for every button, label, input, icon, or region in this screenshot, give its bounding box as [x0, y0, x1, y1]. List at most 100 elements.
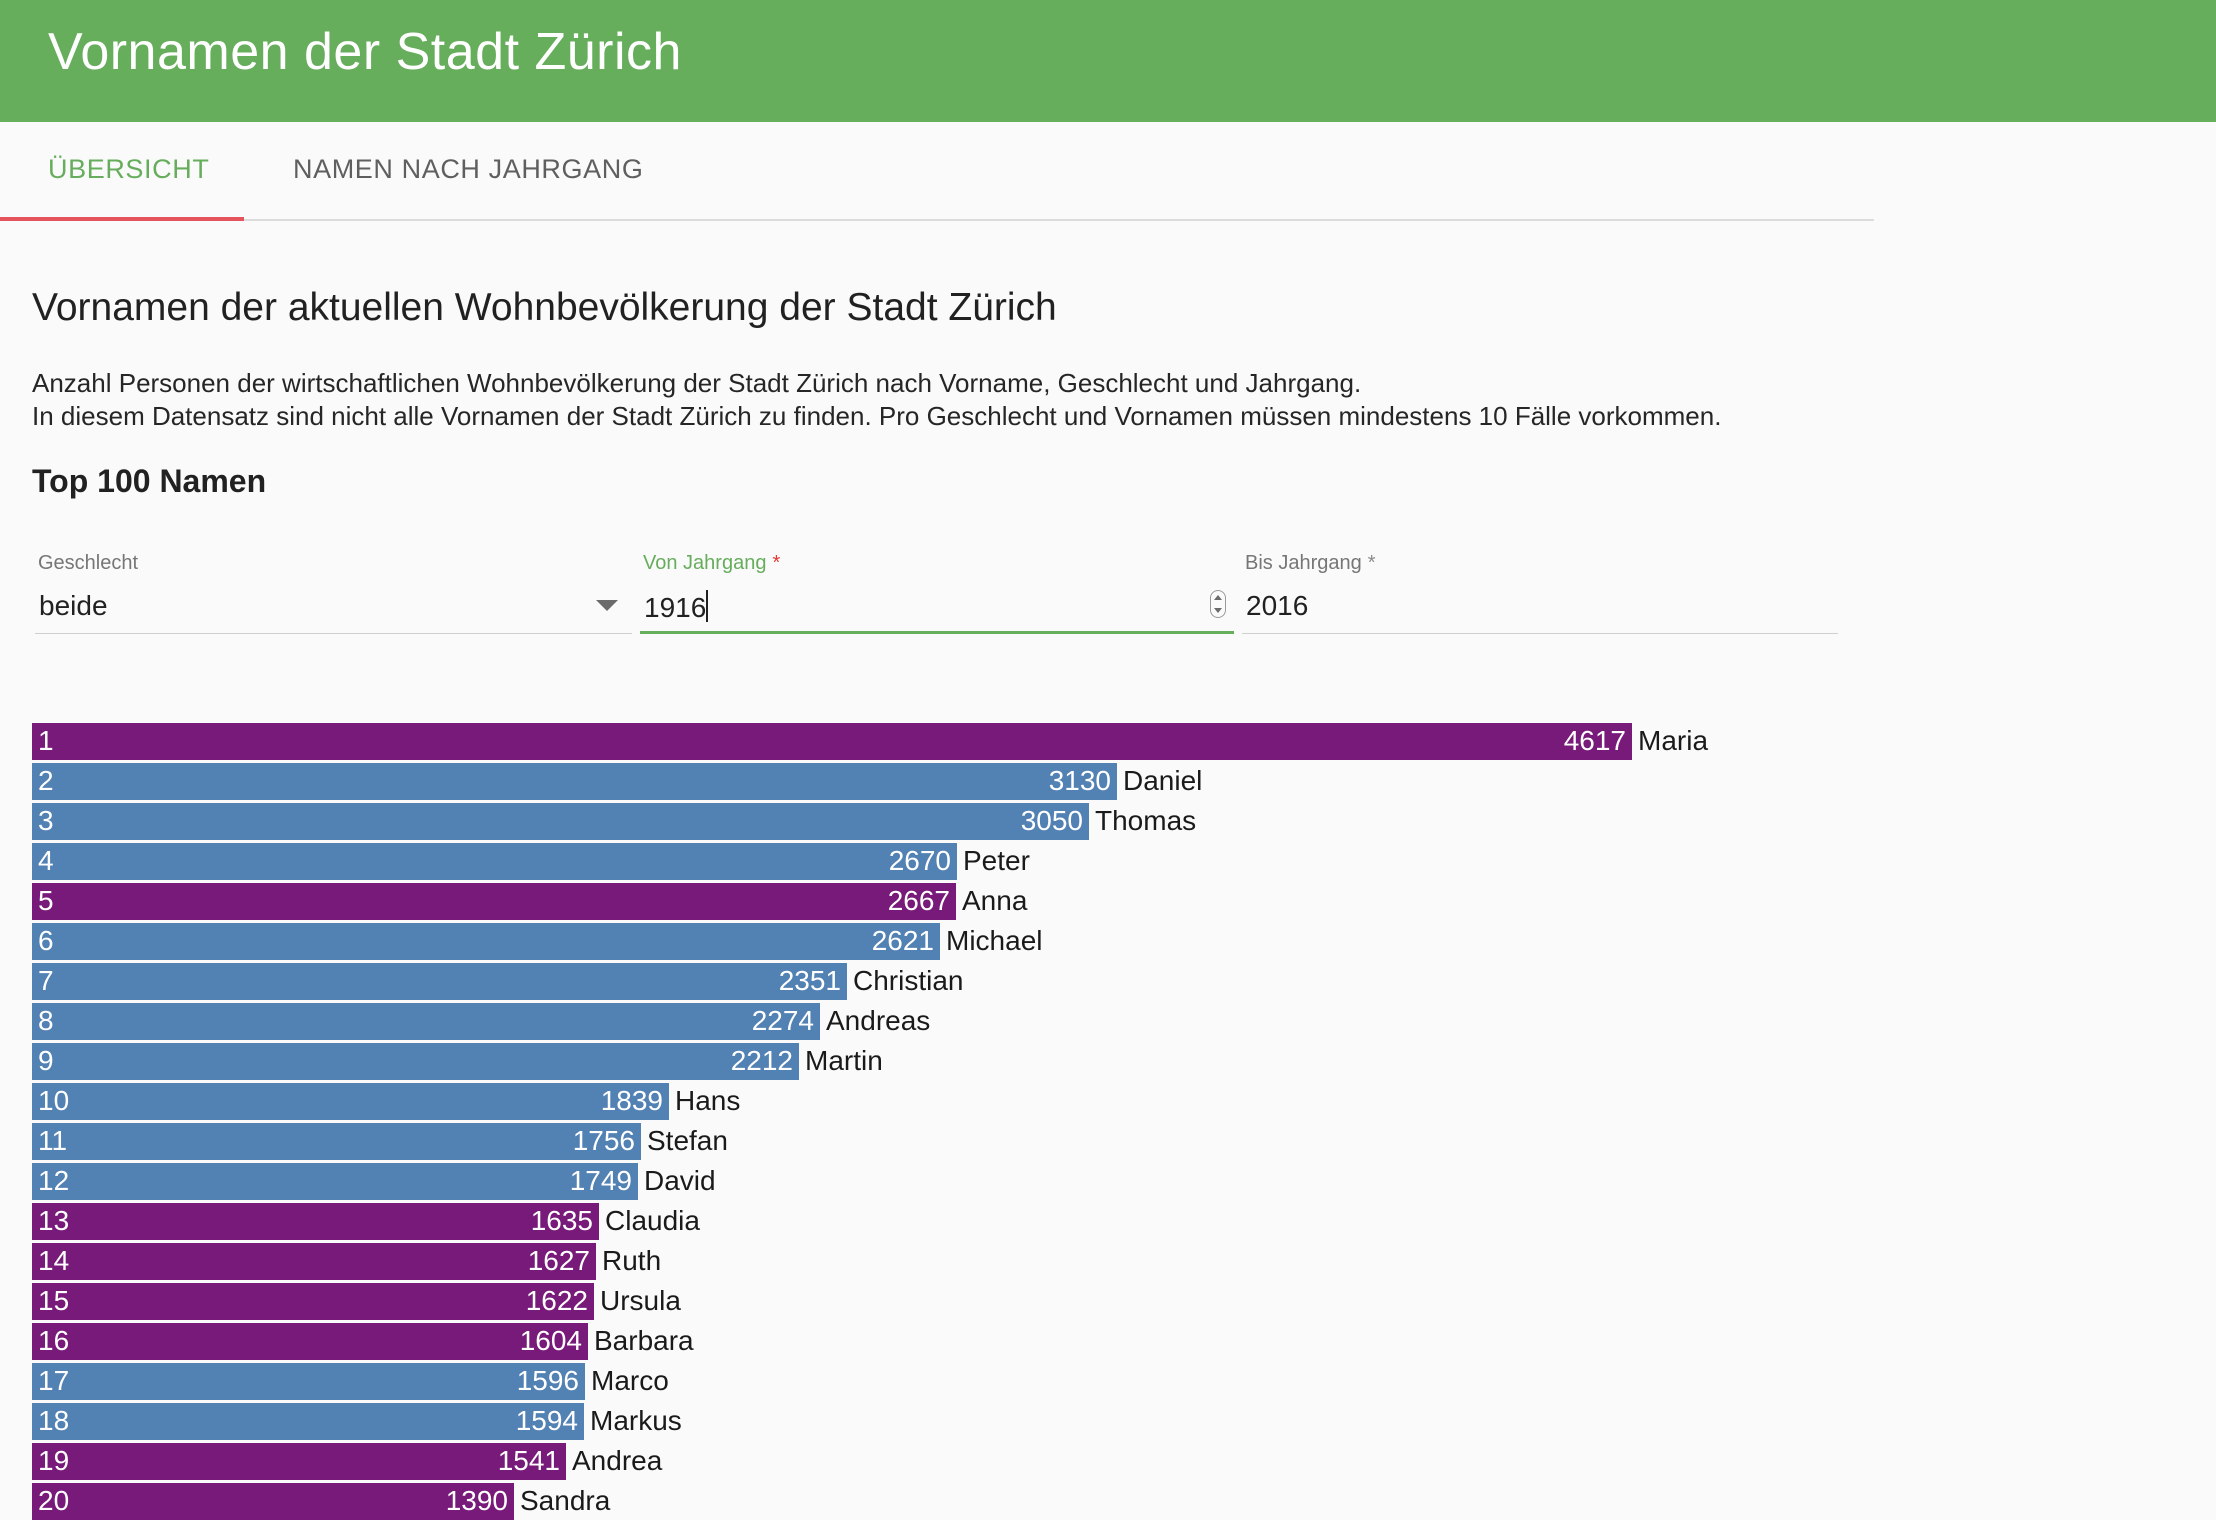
required-marker: * — [1367, 552, 1376, 574]
tab-overview-label: ÜBERSICHT — [48, 154, 210, 184]
bar-rank-label: 17 — [38, 1365, 70, 1396]
bar-row: 6 2621 Michael — [0, 920, 2216, 960]
bar-row: 15 1622 Ursula — [0, 1280, 2216, 1320]
bar[interactable]: 10 1839 — [32, 1083, 669, 1120]
tab-names-by-year[interactable]: NAMEN NACH JAHRGANG — [244, 122, 643, 219]
bar[interactable]: 14 1627 — [32, 1243, 596, 1280]
bar[interactable]: 4 2670 — [32, 843, 957, 880]
bar-row: 14 1627 Ruth — [0, 1240, 2216, 1280]
bar-rank-label: 19 — [38, 1445, 70, 1476]
bar-rank-label: 7 — [38, 965, 54, 996]
bar-row: 13 1635 Claudia — [0, 1200, 2216, 1240]
bar-value-label: 2351 — [778, 965, 841, 996]
bar[interactable]: 20 1390 — [32, 1483, 514, 1520]
description-line-2: In diesem Datensatz sind nicht alle Vorn… — [32, 401, 1722, 431]
bar-value-label: 1596 — [516, 1365, 579, 1396]
bar[interactable]: 3 3050 — [32, 803, 1089, 840]
section-heading: Top 100 Namen — [32, 463, 267, 499]
bar-row: 1 4617 Maria — [0, 720, 2216, 760]
bar-name-label: Barbara — [594, 1325, 694, 1356]
to-year-value: 2016 — [1246, 590, 1309, 621]
bar[interactable]: 1 4617 — [32, 723, 1632, 760]
bar[interactable]: 16 1604 — [32, 1323, 588, 1360]
bar[interactable]: 15 1622 — [32, 1283, 594, 1320]
bar-rank-label: 18 — [38, 1405, 70, 1436]
gender-value: beide — [39, 590, 108, 621]
bar-value-label: 3130 — [1048, 765, 1111, 796]
spinner-down-icon[interactable] — [1214, 608, 1222, 613]
bar-name-label: Thomas — [1095, 805, 1197, 836]
bar[interactable]: 12 1749 — [32, 1163, 638, 1200]
text-caret — [706, 590, 709, 622]
to-year-input[interactable]: Bis Jahrgang * 2016 — [1242, 548, 1838, 634]
bar-row: 16 1604 Barbara — [0, 1320, 2216, 1360]
from-year-input[interactable]: Von Jahrgang * 1916 — [640, 548, 1234, 634]
bar-row: 20 1390 Sandra — [0, 1480, 2216, 1520]
bar-name-label: Hans — [675, 1085, 741, 1116]
tab-overview[interactable]: ÜBERSICHT — [0, 122, 244, 221]
bar-value-label: 2621 — [871, 925, 934, 956]
bar-name-label: Stefan — [647, 1125, 728, 1156]
from-year-label: Von Jahrgang * — [643, 552, 780, 575]
bar[interactable]: 19 1541 — [32, 1443, 566, 1480]
bar-rank-label: 16 — [38, 1325, 70, 1356]
bar-rank-label: 20 — [38, 1485, 70, 1516]
bar-name-label: Ruth — [602, 1245, 662, 1276]
bar-row: 5 2667 Anna — [0, 880, 2216, 920]
bar-value-label: 2274 — [751, 1005, 814, 1036]
bar-value-label: 1635 — [530, 1205, 593, 1236]
bar-rank-label: 8 — [38, 1005, 54, 1036]
bar[interactable]: 7 2351 — [32, 963, 847, 1000]
bar-value-label: 2670 — [888, 845, 951, 876]
bar-row: 9 2212 Martin — [0, 1040, 2216, 1080]
from-year-label-text: Von Jahrgang — [643, 552, 767, 574]
page-description: Anzahl Personen der wirtschaftlichen Woh… — [32, 367, 1721, 433]
bar-name-label: Michael — [946, 925, 1043, 956]
bar[interactable]: 6 2621 — [32, 923, 940, 960]
bar[interactable]: 18 1594 — [32, 1403, 584, 1440]
from-year-underline — [640, 631, 1234, 634]
bar-rank-label: 1 — [38, 725, 54, 756]
bar[interactable]: 5 2667 — [32, 883, 956, 920]
bar-name-label: Christian — [853, 965, 964, 996]
bar-name-label: Marco — [591, 1365, 669, 1396]
bar-value-label: 1622 — [525, 1285, 588, 1316]
bar-row: 3 3050 Thomas — [0, 800, 2216, 840]
bar[interactable]: 11 1756 — [32, 1123, 641, 1160]
bar[interactable]: 17 1596 — [32, 1363, 585, 1400]
number-spinner-icon[interactable] — [1210, 590, 1226, 618]
bar-rank-label: 5 — [38, 885, 54, 916]
from-year-value-text: 1916 — [644, 592, 707, 623]
bar[interactable]: 13 1635 — [32, 1203, 599, 1240]
app-title: Vornamen der Stadt Zürich — [48, 23, 682, 81]
bar-name-label: Ursula — [600, 1285, 681, 1316]
bar-value-label: 1594 — [515, 1405, 578, 1436]
bar-rank-label: 11 — [38, 1125, 68, 1156]
bar-rank-label: 3 — [38, 805, 54, 836]
spinner-up-icon[interactable] — [1214, 595, 1222, 600]
page-heading: Vornamen der aktuellen Wohnbevölkerung d… — [32, 286, 1057, 329]
bar-value-label: 1627 — [527, 1245, 590, 1276]
bar[interactable]: 9 2212 — [32, 1043, 799, 1080]
to-year-label: Bis Jahrgang * — [1245, 552, 1376, 575]
dropdown-arrow-icon[interactable] — [596, 600, 618, 611]
bar-value-label: 2212 — [730, 1045, 793, 1076]
bar-row: 8 2274 Andreas — [0, 1000, 2216, 1040]
bar-name-label: Claudia — [605, 1205, 700, 1236]
from-year-value: 1916 — [644, 590, 709, 624]
bar[interactable]: 8 2274 — [32, 1003, 820, 1040]
bar-name-label: Andreas — [826, 1005, 931, 1036]
bar-value-label: 1749 — [569, 1165, 632, 1196]
bar-rank-label: 2 — [38, 765, 54, 796]
top-names-bar-chart: 1 4617 Maria 2 3130 Daniel 3 3050 Thomas 4 2670 Pet… — [0, 700, 2216, 1520]
bar-rank-label: 10 — [38, 1085, 70, 1116]
bar-row: 19 1541 Andrea — [0, 1440, 2216, 1480]
gender-select[interactable]: Geschlecht beide — [35, 548, 632, 634]
bar-rank-label: 15 — [38, 1285, 70, 1316]
bar[interactable]: 2 3130 — [32, 763, 1117, 800]
active-tab-indicator — [0, 217, 244, 221]
tab-strip: ÜBERSICHT NAMEN NACH JAHRGANG — [0, 122, 1874, 221]
required-marker: * — [772, 552, 781, 574]
bar-name-label: Andrea — [572, 1445, 663, 1476]
bar-row: 12 1749 David — [0, 1160, 2216, 1200]
